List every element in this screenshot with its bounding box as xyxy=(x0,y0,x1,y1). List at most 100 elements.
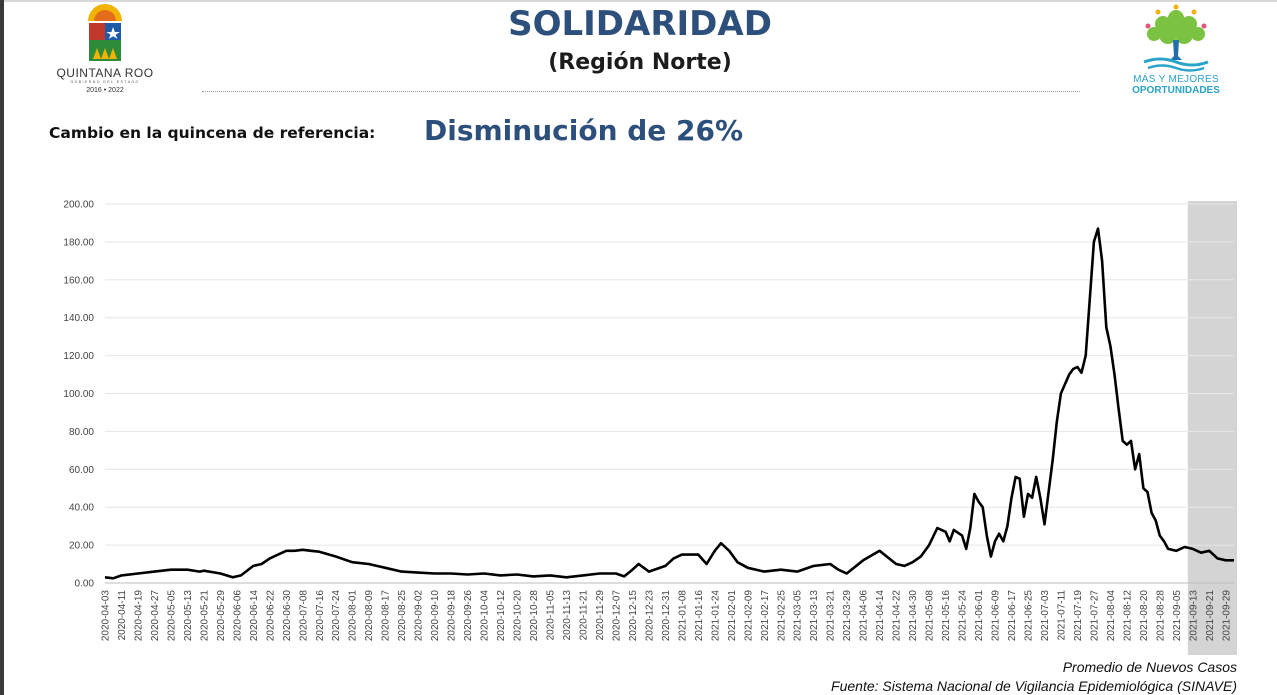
y-tick-label: 140.00 xyxy=(63,313,94,324)
x-tick-label: 2020-06-30 xyxy=(282,590,293,642)
x-tick-label: 2021-09-05 xyxy=(1172,590,1183,642)
x-tick-label: 2020-09-10 xyxy=(430,590,441,642)
highlight-band xyxy=(1187,201,1237,655)
y-tick-label: 200.00 xyxy=(63,200,94,211)
x-tick-label: 2020-10-12 xyxy=(496,590,507,642)
x-tick-label: 2021-04-14 xyxy=(875,590,886,642)
x-tick-label: 2021-05-08 xyxy=(925,590,936,642)
x-tick-label: 2020-07-16 xyxy=(315,590,326,642)
x-tick-label: 2020-06-22 xyxy=(265,590,276,642)
y-tick-label: 40.00 xyxy=(69,503,94,514)
x-tick-label: 2020-09-18 xyxy=(447,590,458,642)
x-tick-label: 2020-10-28 xyxy=(529,590,540,642)
change-value: Disminución de 26% xyxy=(424,114,744,147)
coat-of-arms-icon xyxy=(88,4,122,61)
x-tick-label: 2020-08-17 xyxy=(381,590,392,642)
y-tick-label: 160.00 xyxy=(63,275,94,286)
tree-icon xyxy=(1143,4,1209,72)
x-tick-label: 2021-04-06 xyxy=(859,590,870,642)
x-tick-label: 2020-07-08 xyxy=(298,590,309,642)
y-tick-label: 20.00 xyxy=(69,541,94,552)
x-tick-label: 2020-12-23 xyxy=(644,590,655,642)
x-tick-label: 2021-02-25 xyxy=(776,590,787,642)
x-tick-label: 2021-09-29 xyxy=(1221,590,1232,642)
x-tick-label: 2021-09-13 xyxy=(1188,590,1199,642)
x-tick-label: 2020-04-19 xyxy=(133,590,144,642)
logo-left-sub: GOBIERNO DEL ESTADO xyxy=(70,80,140,84)
x-tick-label: 2020-10-20 xyxy=(513,590,524,642)
x-tick-label: 2020-04-27 xyxy=(150,590,161,642)
x-tick-label: 2020-04-03 xyxy=(101,590,112,642)
x-tick-label: 2020-11-05 xyxy=(546,590,557,641)
x-tick-label: 2021-08-20 xyxy=(1139,590,1150,642)
x-tick-label: 2021-06-25 xyxy=(1023,590,1034,642)
x-tick-label: 2021-01-08 xyxy=(677,590,688,642)
x-tick-label: 2021-02-01 xyxy=(727,590,738,642)
x-tick-label: 2021-07-11 xyxy=(1056,590,1067,641)
y-tick-label: 80.00 xyxy=(69,427,94,438)
x-tick-label: 2021-02-17 xyxy=(760,590,771,642)
x-tick-label: 2021-01-24 xyxy=(710,590,721,642)
x-tick-label: 2020-09-26 xyxy=(463,590,474,642)
x-tick-label: 2020-11-21 xyxy=(578,590,589,641)
x-tick-label: 2020-08-01 xyxy=(348,590,359,642)
x-tick-label: 2020-05-29 xyxy=(216,590,227,642)
x-tick-label: 2020-12-31 xyxy=(661,590,672,642)
x-tick-label: 2021-08-04 xyxy=(1106,590,1117,642)
chart-note: Promedio de Nuevos Casos xyxy=(1062,659,1237,675)
x-tick-label: 2020-12-07 xyxy=(611,590,622,642)
x-tick-label: 2021-08-12 xyxy=(1122,590,1133,642)
header-divider xyxy=(202,91,1080,92)
x-tick-label: 2021-02-09 xyxy=(743,590,754,642)
x-tick-label: 2020-09-02 xyxy=(414,590,425,642)
logo-right-line2: OPORTUNIDADES xyxy=(1132,85,1220,96)
logo-left-years: 2016 • 2022 xyxy=(86,87,124,94)
x-tick-label: 2020-08-25 xyxy=(397,590,408,642)
logo-left-name: QUINTANA ROO xyxy=(56,66,154,80)
x-tick-label: 2021-07-27 xyxy=(1089,590,1100,642)
change-label: Cambio en la quincena de referencia: xyxy=(49,124,376,142)
y-tick-label: 180.00 xyxy=(63,237,94,248)
x-tick-label: 2021-06-01 xyxy=(974,590,985,642)
x-tick-label: 2020-10-04 xyxy=(480,590,491,642)
x-tick-label: 2020-12-15 xyxy=(628,590,639,642)
x-tick-label: 2021-06-17 xyxy=(1007,590,1018,642)
y-tick-label: 60.00 xyxy=(69,465,94,476)
x-tick-label: 2021-05-24 xyxy=(958,590,969,642)
x-tick-label: 2020-11-29 xyxy=(595,590,606,641)
series-line xyxy=(104,227,1234,580)
x-tick-label: 2021-06-09 xyxy=(991,590,1002,642)
page-title: SOLIDARIDAD xyxy=(508,4,772,44)
page-subtitle: (Región Norte) xyxy=(548,50,732,75)
x-tick-label: 2020-05-13 xyxy=(183,590,194,642)
x-tick-label: 2021-03-05 xyxy=(793,590,804,642)
data-source: Fuente: Sistema Nacional de Vigilancia E… xyxy=(831,678,1237,694)
x-tick-label: 2020-05-21 xyxy=(199,590,210,642)
x-tick-label: 2021-03-29 xyxy=(842,590,853,642)
x-tick-label: 2021-04-22 xyxy=(892,590,903,642)
x-tick-label: 2021-07-03 xyxy=(1040,590,1051,642)
x-tick-label: 2021-04-30 xyxy=(908,590,919,642)
x-tick-label: 2020-06-14 xyxy=(249,590,260,642)
x-tick-label: 2020-07-24 xyxy=(331,590,342,642)
x-tick-label: 2020-06-06 xyxy=(232,590,243,642)
x-tick-label: 2020-04-11 xyxy=(117,590,128,641)
y-tick-label: 120.00 xyxy=(63,351,94,362)
x-tick-label: 2020-11-13 xyxy=(562,590,573,641)
x-tick-label: 2021-07-19 xyxy=(1073,590,1084,642)
quintana-roo-logo: QUINTANA ROO GOBIERNO DEL ESTADO 2016 • … xyxy=(40,4,170,96)
x-tick-label: 2021-09-21 xyxy=(1205,590,1216,642)
x-tick-label: 2021-01-16 xyxy=(694,590,705,642)
y-tick-label: 100.00 xyxy=(63,389,94,400)
logo-right-line1: MÁS Y MEJORES xyxy=(1133,74,1219,85)
x-tick-label: 2020-05-05 xyxy=(166,590,177,642)
x-tick-label: 2021-03-21 xyxy=(826,590,837,642)
x-tick-label: 2021-05-16 xyxy=(941,590,952,642)
top-border xyxy=(0,0,1277,2)
x-tick-label: 2020-08-09 xyxy=(364,590,375,642)
x-tick-label: 2021-03-13 xyxy=(809,590,820,642)
y-tick-label: 0.00 xyxy=(75,579,95,590)
x-tick-label: 2021-08-28 xyxy=(1155,590,1166,642)
mas-y-mejores-logo: MÁS Y MEJORES OPORTUNIDADES xyxy=(1118,4,1234,100)
